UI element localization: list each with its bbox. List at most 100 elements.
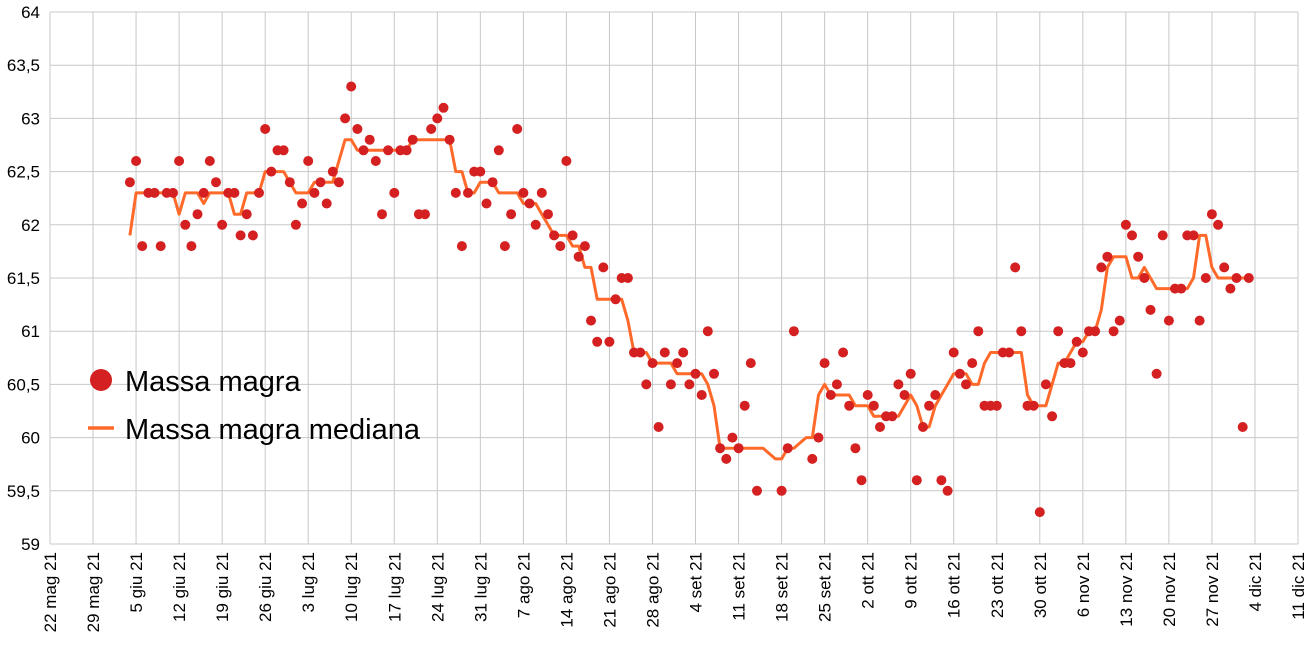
x-tick-label: 11 set 21: [730, 552, 749, 621]
data-point: [1139, 273, 1150, 283]
data-point: [241, 209, 252, 220]
y-tick-label: 63: [21, 109, 40, 128]
data-point: [875, 422, 885, 432]
data-point: [831, 379, 842, 390]
data-point: [942, 485, 953, 496]
x-tick-label: 7 ago 21: [514, 552, 533, 618]
data-point: [168, 187, 178, 198]
data-point: [961, 379, 971, 390]
data-point: [1206, 209, 1217, 220]
legend-label-points: Massa magra: [125, 366, 302, 398]
data-point: [1151, 368, 1162, 379]
data-point: [1188, 230, 1199, 241]
data-point: [967, 358, 978, 369]
data-point: [493, 145, 504, 156]
data-point: [549, 230, 560, 241]
data-point: [229, 187, 240, 198]
data-point: [678, 347, 689, 358]
data-point: [518, 187, 529, 198]
data-point: [315, 177, 326, 188]
data-point: [155, 241, 166, 252]
y-tick-label: 59: [21, 535, 40, 554]
data-point: [862, 390, 873, 400]
x-tick-label: 24 lug 21: [428, 552, 447, 622]
x-tick-label: 4 set 21: [687, 552, 706, 613]
data-point: [819, 358, 830, 369]
data-point: [715, 443, 726, 454]
data-point: [180, 219, 191, 230]
x-tick-label: 28 ago 21: [643, 552, 662, 628]
data-point: [930, 390, 941, 400]
data-point: [235, 230, 246, 241]
median-line: [128, 138, 1249, 461]
x-tick-label: 26 giu 21: [256, 552, 275, 622]
data-point: [948, 347, 959, 358]
legend-marker-points: [90, 369, 112, 391]
data-point: [573, 251, 584, 262]
data-point: [1163, 315, 1174, 326]
data-point: [721, 453, 732, 464]
data-point: [1016, 326, 1027, 337]
data-point: [752, 485, 762, 496]
data-point: [444, 134, 455, 145]
data-point: [290, 219, 301, 230]
data-point: [512, 124, 523, 134]
data-point: [733, 443, 744, 454]
data-point: [432, 113, 443, 124]
x-tick-label: 16 ott 21: [945, 552, 964, 618]
data-point: [536, 187, 547, 198]
data-point: [364, 134, 375, 145]
data-point: [524, 198, 535, 209]
data-point: [555, 241, 566, 252]
y-tick-label: 63,5: [7, 56, 40, 75]
data-point: [850, 443, 861, 454]
x-tick-label: 21 ago 21: [600, 552, 619, 628]
data-point: [383, 145, 394, 156]
data-point: [407, 134, 418, 145]
data-point: [1053, 326, 1064, 337]
scatter-points: [124, 81, 1254, 518]
data-point: [278, 145, 289, 156]
data-point: [604, 336, 615, 347]
data-point: [1213, 219, 1224, 230]
x-axis-tick-labels: 22 mag 21 29 mag 21 5 giu 21 12 giu 21 19 gi…: [41, 552, 1308, 632]
data-point: [131, 156, 142, 166]
y-tick-label: 61,5: [7, 269, 40, 288]
x-tick-label: 19 giu 21: [213, 552, 232, 622]
data-point: [506, 209, 517, 220]
data-point: [1090, 326, 1101, 337]
data-point: [702, 326, 713, 337]
data-point: [1004, 347, 1015, 358]
data-point: [1200, 273, 1211, 283]
data-point: [370, 156, 381, 166]
y-tick-label: 62,5: [7, 163, 40, 182]
x-tick-label: 20 nov 21: [1160, 552, 1179, 627]
x-tick-label: 13 nov 21: [1117, 552, 1136, 627]
data-point: [788, 326, 799, 337]
data-point: [807, 453, 818, 464]
data-point: [844, 400, 855, 411]
legend: Massa magra Massa magra mediana: [88, 366, 421, 446]
data-point: [499, 241, 510, 252]
data-point: [1034, 507, 1045, 518]
data-point: [727, 432, 738, 443]
data-point: [690, 368, 701, 379]
data-point: [456, 241, 467, 252]
data-point: [973, 326, 984, 337]
data-point: [1065, 358, 1076, 369]
data-point: [622, 273, 633, 283]
data-point: [813, 432, 824, 443]
x-tick-label: 5 giu 21: [127, 552, 146, 613]
median-line-series: [128, 138, 1249, 461]
data-point: [284, 177, 295, 188]
x-tick-label: 11 dic 21: [1289, 552, 1308, 620]
data-point: [1176, 283, 1187, 294]
data-point: [567, 230, 578, 241]
data-point: [475, 166, 486, 177]
data-point: [641, 379, 652, 390]
data-point: [1231, 273, 1242, 283]
data-point: [543, 209, 553, 220]
x-tick-label: 12 giu 21: [170, 552, 189, 622]
data-point: [309, 187, 320, 198]
data-point: [1010, 262, 1021, 273]
